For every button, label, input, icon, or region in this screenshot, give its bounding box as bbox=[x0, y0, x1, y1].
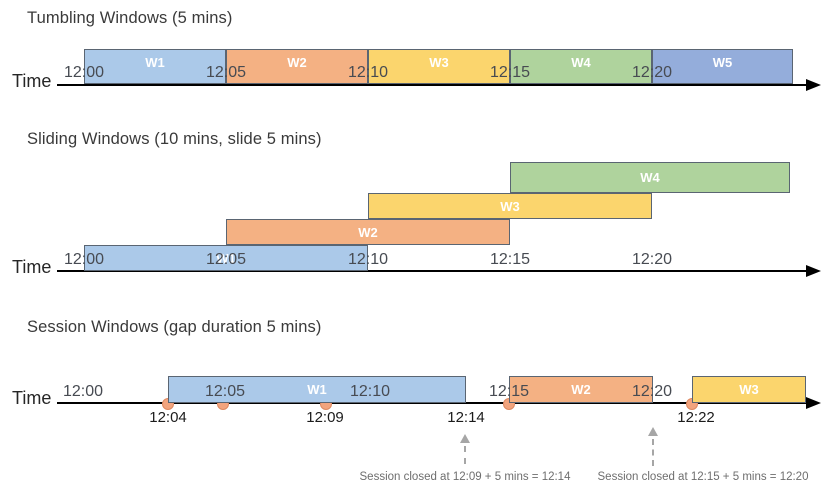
window-label: W1 bbox=[307, 382, 327, 397]
sliding-axis-line bbox=[57, 270, 807, 272]
session-section-title: Session Windows (gap duration 5 mins) bbox=[27, 318, 322, 336]
dashed-up-arrow-icon bbox=[648, 427, 658, 436]
sliding-tick: 12:05 bbox=[205, 251, 247, 268]
tumbling-section-title: Tumbling Windows (5 mins) bbox=[27, 9, 233, 27]
sliding-window-w1: W1 bbox=[84, 245, 368, 271]
sliding-section-title: Sliding Windows (10 mins, slide 5 mins) bbox=[27, 130, 322, 148]
sliding-tick: 12:15 bbox=[489, 251, 531, 268]
tumbling-tick: 12:15 bbox=[489, 64, 531, 81]
window-label: W2 bbox=[358, 224, 378, 240]
window-label: W4 bbox=[640, 170, 660, 185]
dashed-up-arrow-icon bbox=[460, 434, 470, 443]
window-label: W1 bbox=[145, 55, 165, 70]
session-window-w2: W2 bbox=[509, 376, 653, 403]
window-label: W4 bbox=[571, 55, 591, 70]
session-closed-annotation-1: Session closed at 12:09 + 5 mins = 12:14 bbox=[359, 471, 571, 483]
sliding-tick: 12:20 bbox=[631, 251, 673, 268]
sliding-window-w4: W4 bbox=[510, 162, 790, 193]
tumbling-axis-arrow-icon bbox=[806, 79, 821, 91]
sliding-tick: 12:00 bbox=[63, 251, 105, 268]
sliding-time-label: Time bbox=[12, 257, 52, 277]
event-time-label: 12:09 bbox=[306, 409, 344, 426]
tumbling-tick: 12:05 bbox=[205, 64, 247, 81]
session-window-w3: W3 bbox=[692, 376, 806, 403]
session-tick: 12:15 bbox=[488, 383, 530, 400]
session-tick: 12:10 bbox=[349, 383, 391, 400]
event-time-label: 12:14 bbox=[447, 409, 485, 426]
window-label: W5 bbox=[712, 55, 733, 70]
sliding-axis-arrow-icon bbox=[806, 265, 821, 277]
dashed-arrow-line bbox=[464, 446, 466, 464]
event-time-label: 12:22 bbox=[677, 409, 715, 426]
dashed-arrow-line bbox=[652, 439, 654, 466]
session-window-w1: W1 bbox=[168, 376, 466, 403]
session-axis-line bbox=[57, 402, 807, 404]
window-label: W2 bbox=[571, 382, 591, 397]
window-label: W2 bbox=[287, 55, 307, 70]
tumbling-window-w5: W5 bbox=[652, 49, 793, 84]
session-tick: 12:20 bbox=[631, 383, 673, 400]
event-time-label: 12:04 bbox=[149, 409, 187, 426]
session-time-label: Time bbox=[12, 388, 52, 408]
window-label: W3 bbox=[429, 55, 449, 70]
tumbling-axis-line bbox=[57, 84, 807, 86]
tumbling-tick: 12:00 bbox=[63, 64, 105, 81]
sliding-window-w2: W2 bbox=[226, 219, 510, 245]
session-axis-arrow-icon bbox=[806, 397, 821, 409]
window-label: W1 bbox=[216, 250, 236, 266]
session-tick: 12:00 bbox=[62, 383, 104, 400]
window-label: W3 bbox=[500, 198, 520, 214]
session-closed-annotation-2: Session closed at 12:15 + 5 mins = 12:20 bbox=[597, 471, 809, 483]
tumbling-window-w2: W2 bbox=[226, 49, 368, 84]
window-label: W3 bbox=[739, 382, 759, 397]
tumbling-window-w4: W4 bbox=[510, 49, 652, 84]
sliding-tick: 12:10 bbox=[347, 251, 389, 268]
tumbling-window-w3: W3 bbox=[368, 49, 510, 84]
tumbling-tick: 12:20 bbox=[631, 64, 673, 81]
tumbling-time-label: Time bbox=[12, 71, 52, 91]
session-tick: 12:05 bbox=[204, 383, 246, 400]
tumbling-window-w1: W1 bbox=[84, 49, 226, 84]
sliding-window-w3: W3 bbox=[368, 193, 652, 219]
tumbling-tick: 12:10 bbox=[347, 64, 389, 81]
